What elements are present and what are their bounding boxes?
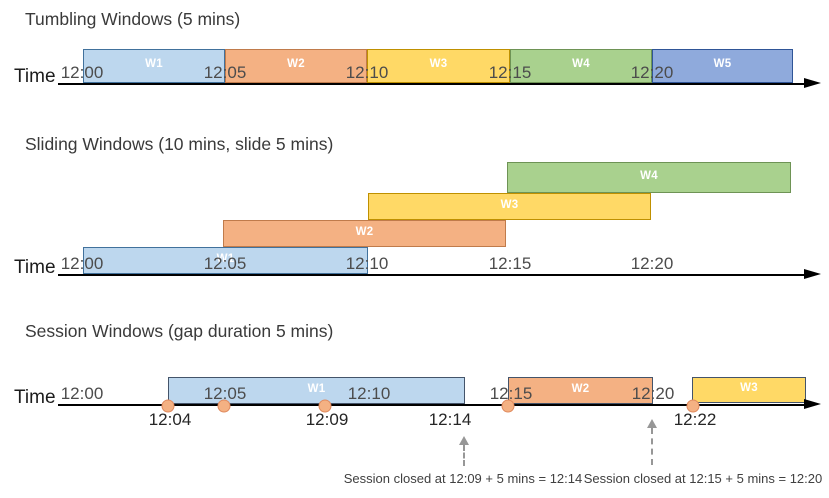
time-axis-arrowhead-icon — [804, 269, 821, 279]
window-bar-label: W5 — [713, 58, 732, 70]
window-bar-label: W1 — [145, 58, 163, 70]
time-axis-arrowhead-icon — [804, 78, 821, 88]
time-axis-line — [58, 83, 806, 85]
axis-tick-label: 12:15 — [489, 384, 533, 403]
arrow-up-head-icon — [647, 419, 657, 428]
window-bar-label: W4 — [640, 169, 658, 182]
axis-tick-label: 12:10 — [345, 254, 389, 273]
window-bar-label: W3 — [429, 58, 448, 70]
session-close-arrow-icon — [459, 436, 469, 466]
session-close-arrow-icon — [647, 419, 657, 465]
arrow-up-head-icon — [459, 436, 469, 445]
axis-tick-label: 12:05 — [203, 384, 247, 403]
event-dot — [217, 399, 231, 413]
arrow-dashed-shaft — [463, 445, 465, 466]
time-axis-line — [58, 274, 806, 276]
section-title: Session Windows (gap duration 5 mins) — [25, 321, 334, 341]
window-bar-w2: W2 — [223, 220, 506, 247]
window-bar-w4: W4 — [507, 162, 791, 193]
axis-tick-label: 12:05 — [203, 63, 247, 82]
time-axis-label: Time — [14, 257, 56, 278]
axis-tick-label: 12:00 — [60, 384, 104, 403]
axis-tick-label: 12:00 — [60, 63, 104, 82]
window-bar-label: W3 — [740, 382, 758, 394]
time-axis-label: Time — [14, 387, 56, 408]
section-title: Sliding Windows (10 mins, slide 5 mins) — [25, 134, 334, 154]
session-close-annotation: Session closed at 12:09 + 5 mins = 12:14 — [343, 471, 583, 486]
window-bar-label: W1 — [216, 252, 235, 265]
window-bar-w2: W2 — [508, 377, 653, 404]
axis-tick-label: 12:15 — [488, 254, 532, 273]
axis-tick-label: 12:20 — [631, 384, 675, 403]
time-axis-line — [58, 404, 806, 406]
event-dot — [686, 399, 700, 413]
axis-tick-label: 12:10 — [347, 384, 391, 403]
event-time-label: 12:04 — [148, 410, 192, 429]
window-bar-label: W2 — [571, 382, 590, 395]
time-axis-label: Time — [14, 66, 56, 87]
axis-tick-label: 12:05 — [203, 254, 247, 273]
window-bar-w1: W1 — [83, 49, 225, 83]
window-bar-w4: W4 — [510, 49, 652, 83]
arrow-dashed-shaft — [651, 428, 653, 465]
window-bar-w3: W3 — [692, 377, 806, 403]
event-dot — [161, 399, 175, 413]
window-bar-label: W1 — [307, 382, 326, 395]
section-title: Tumbling Windows (5 mins) — [25, 9, 241, 29]
axis-tick-label: 12:20 — [630, 63, 674, 82]
window-bar-label: W3 — [500, 198, 519, 211]
event-time-label: 12:09 — [305, 410, 349, 429]
window-bar-w5: W5 — [652, 49, 793, 83]
window-bar-label: W2 — [287, 58, 305, 70]
event-time-label: 12:14 — [428, 410, 472, 429]
time-axis-arrowhead-icon — [804, 399, 821, 409]
window-bar-w3: W3 — [367, 49, 510, 83]
window-bar-label: W4 — [572, 58, 590, 70]
window-bar-w2: W2 — [225, 49, 367, 83]
axis-tick-label: 12:20 — [630, 254, 674, 273]
window-bar-w1: W1 — [168, 377, 465, 404]
session-close-annotation: Session closed at 12:15 + 5 mins = 12:20 — [583, 471, 823, 486]
axis-tick-label: 12:15 — [488, 63, 532, 82]
event-dot — [501, 399, 515, 413]
axis-tick-label: 12:10 — [345, 63, 389, 82]
window-bar-w3: W3 — [368, 193, 651, 220]
window-bar-label: W2 — [355, 225, 374, 238]
event-time-label: 12:22 — [673, 410, 717, 429]
axis-tick-label: 12:00 — [60, 254, 104, 273]
event-dot — [318, 399, 332, 413]
window-bar-w1: W1 — [83, 247, 368, 274]
